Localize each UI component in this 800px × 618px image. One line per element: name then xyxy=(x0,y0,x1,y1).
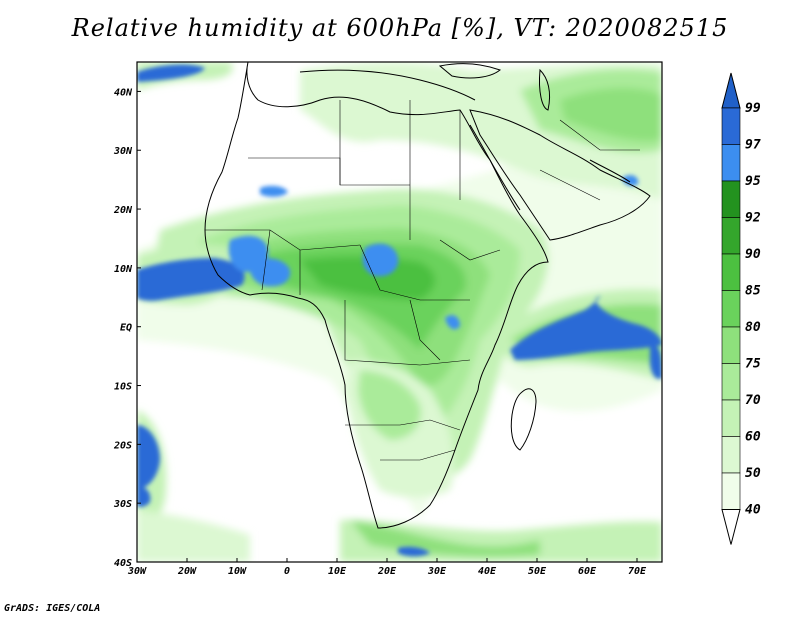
y-tick-label: 40S xyxy=(114,558,132,569)
y-tick-label: 10S xyxy=(114,382,132,393)
x-tick-label: 40E xyxy=(478,566,497,577)
colorbar-top-arrow xyxy=(721,72,741,109)
x-tick-label: 70E xyxy=(628,566,647,577)
rh-mideast-80 xyxy=(560,88,662,141)
rh-blue-chad xyxy=(362,243,399,277)
x-tick-label: 60E xyxy=(578,566,597,577)
caspian-sea xyxy=(539,68,551,111)
x-tick-label: 20E xyxy=(377,566,397,577)
x-tick-label: 30E xyxy=(427,566,447,577)
rh-blue-west-africa xyxy=(137,258,245,301)
colorbar-label: 99 xyxy=(745,101,761,116)
colorbar-segment xyxy=(721,436,741,474)
rh-blue-niger xyxy=(249,258,291,287)
coastlines xyxy=(204,62,651,529)
x-tick-label: 30W xyxy=(127,566,147,577)
rh-blue-indian-right xyxy=(650,344,662,379)
colorbar-label: 92 xyxy=(745,211,761,226)
colorbar-label: 60 xyxy=(745,430,761,445)
y-tick-label: 20N xyxy=(113,205,133,216)
y-axis: 40N 30N 20N 10N EQ 10S 20S 30S 40S xyxy=(113,87,141,569)
y-tick-label: 10N xyxy=(114,264,133,275)
colorbar-segment xyxy=(721,472,741,510)
colorbar: 99 97 95 92 90 85 80 75 70 60 50 40 xyxy=(721,72,761,545)
rh-blue-nw xyxy=(137,64,205,82)
country-borders xyxy=(205,100,640,461)
map-title: Relative humidity at 600hPa [%], VT: 202… xyxy=(71,14,729,42)
colorbar-segment xyxy=(721,363,741,401)
y-tick-label: 30S xyxy=(113,499,132,510)
colorbar-label: 97 xyxy=(745,138,761,153)
colorbar-segment xyxy=(721,399,741,437)
y-tick-label: 20S xyxy=(113,440,132,451)
y-tick-label: EQ xyxy=(120,323,132,334)
colorbar-segment xyxy=(721,144,741,182)
rh-blue-south-pocket xyxy=(398,546,430,557)
x-tick-label: 20W xyxy=(177,566,197,577)
x-tick-label: 0 xyxy=(284,566,290,577)
x-tick-label: 50E xyxy=(528,566,547,577)
colorbar-segment xyxy=(721,253,741,291)
colorbar-label: 70 xyxy=(745,393,761,408)
x-tick-label: 10W xyxy=(228,566,247,577)
humidity-field xyxy=(137,62,662,562)
arabia-coastline xyxy=(469,109,651,241)
y-tick-label: 40N xyxy=(114,87,133,98)
y-tick-label: 30N xyxy=(113,146,133,157)
grads-credit: GrADS: IGES/COLA xyxy=(4,603,101,614)
colorbar-label: 85 xyxy=(745,284,761,299)
persian-gulf xyxy=(589,159,631,183)
colorbar-segment xyxy=(721,326,741,364)
colorbar-segment xyxy=(721,107,741,145)
rh-blue-sw2 xyxy=(137,487,151,507)
rh-blue-lakes xyxy=(445,315,460,330)
rh-blue-mideast xyxy=(622,175,639,186)
madagascar-coastline xyxy=(510,388,537,451)
x-tick-label: 10E xyxy=(328,566,347,577)
africa-coastline xyxy=(204,62,549,529)
colorbar-segment xyxy=(721,217,741,255)
colorbar-label: 90 xyxy=(745,247,761,262)
colorbar-label: 40 xyxy=(745,503,761,518)
black-sea xyxy=(438,63,502,79)
colorbar-label: 95 xyxy=(745,174,761,189)
colorbar-label: 80 xyxy=(745,320,761,335)
rh-blue-indian xyxy=(510,295,662,360)
colorbar-segment xyxy=(721,180,741,218)
plot-border xyxy=(136,61,663,563)
colorbar-label: 75 xyxy=(745,357,761,372)
mediterranean-coast xyxy=(299,69,476,101)
rh-south-band-80 xyxy=(350,520,540,557)
rh-sahel-90 xyxy=(300,256,435,300)
colorbar-segment xyxy=(721,290,741,328)
x-axis: 30W 20W 10W 0 10E 20E 30E 40E 50E 60E 70E xyxy=(127,558,647,577)
colorbar-bottom-arrow xyxy=(721,509,741,545)
rh-south-africa-70 xyxy=(358,370,421,440)
red-sea xyxy=(469,124,521,211)
rh-blue-sw xyxy=(137,425,160,490)
rh-blue-sahel-spot xyxy=(260,185,288,197)
rh-atlantic-se2 xyxy=(137,510,250,562)
colorbar-label: 50 xyxy=(745,466,761,481)
